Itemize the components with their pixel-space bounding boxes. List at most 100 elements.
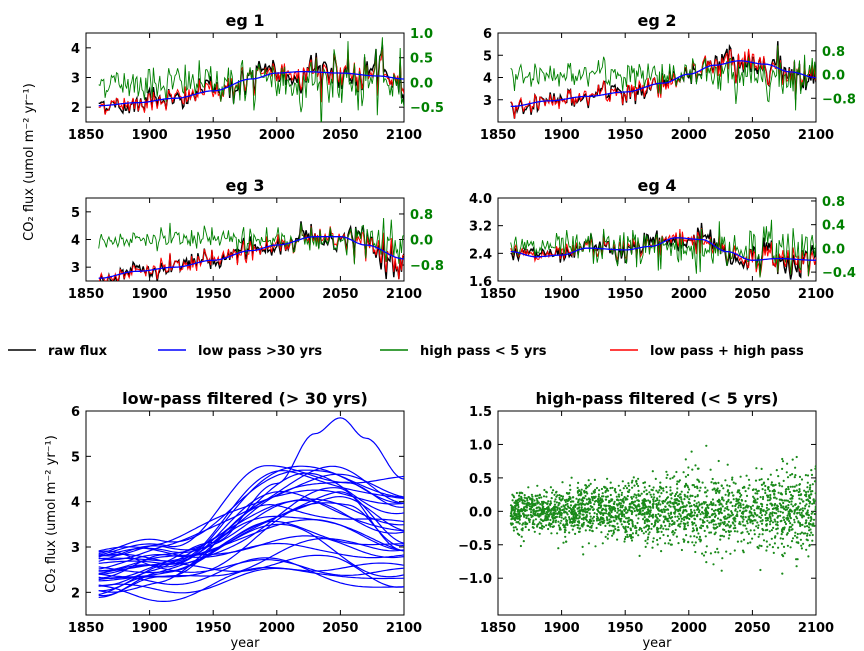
scatter-point [603,512,606,515]
scatter-point [643,486,646,489]
scatter-point [756,545,759,549]
scatter-point [797,520,800,523]
scatter-point [698,489,701,492]
scatter-point [764,517,767,520]
scatter-point [620,523,623,526]
scatter-point [518,522,521,525]
scatter-point [788,528,791,531]
scatter-point [541,524,544,527]
scatter-point [706,503,709,507]
scatter-point [805,519,808,522]
scatter-point [676,491,679,494]
scatter-point [722,528,725,531]
scatter-point [619,498,622,501]
scatter-point [529,513,532,517]
scatter-point [569,496,572,499]
scatter-point [645,511,648,514]
scatter-point [764,491,767,495]
scatter-point [693,522,696,525]
scatter-point [528,508,531,511]
scatter-point [764,484,767,488]
scatter-point [635,529,638,533]
scatter-point [694,524,698,527]
x-axis-label: year [230,636,260,651]
scatter-point [811,502,814,505]
scatter-point [524,508,527,511]
scatter-point [751,537,754,540]
scatter-point [724,530,728,533]
x-tick-label: 1950 [195,621,231,636]
scatter-point [779,537,782,540]
scatter-point [635,479,638,482]
scatter-point [528,520,531,524]
scatter-point [595,519,599,522]
scatter-point [780,533,783,536]
x-tick-label: 1900 [132,287,168,302]
scatter-point [667,528,670,531]
scatter-point [613,500,616,503]
scatter-point [575,517,578,520]
scatter-point [748,518,751,521]
scatter-point [690,450,693,453]
scatter-point [537,515,540,518]
panel-4: 1850 1900 1950 2000 2050 2100 1.6 2.4 3.2 4.0 0.8 0… [469,176,856,302]
scatter-point [688,498,691,501]
plot-area [98,37,404,122]
scatter-point [587,521,591,524]
scatter-point [773,492,776,495]
scatter-point [653,496,656,499]
scatter-point [515,491,519,495]
scatter-point [557,504,560,507]
scatter-point [806,486,809,489]
scatter-point [656,520,660,524]
scatter-point [807,499,810,503]
scatter-point [650,495,653,499]
scatter-point [635,514,638,517]
scatter-point [711,477,714,481]
scatter-point [781,511,785,514]
scatter-point [600,504,603,507]
scatter-point [563,510,566,513]
scatter-point [721,534,724,537]
scatter-point [646,492,649,496]
scatter-point [613,507,616,510]
y-axis-label-bottom: CO₂ flux (umol m⁻² yr⁻¹) [44,435,59,593]
y-tick-label: 2 [71,586,80,601]
scatter-point [812,518,816,521]
scatter-point [789,497,792,500]
scatter-point [762,495,765,499]
scatter-point [779,514,782,517]
scatter-point [541,527,544,530]
scatter-point [666,534,670,538]
scatter-point [571,496,575,499]
scatter-point [632,476,635,479]
scatter-point [797,505,800,508]
scatter-point [545,519,548,522]
scatter-point [666,519,669,523]
scatter-point [747,487,750,490]
scatter-point [786,532,789,535]
scatter-point [605,504,608,507]
scatter-point [647,509,650,512]
scatter-point [690,510,693,514]
scatter-point [656,526,659,529]
scatter-point [588,484,591,487]
scatter-point [795,507,798,510]
scatter-point [643,481,647,484]
x-tick-label: 2050 [734,287,770,302]
scatter-point [516,515,519,518]
scatter-point [559,528,562,531]
scatter-point [652,500,655,503]
scatter-point [648,520,651,523]
scatter-point [704,512,707,515]
scatter-point [789,474,792,477]
scatter-point [808,534,811,537]
y-tick-label: 2.4 [469,247,492,262]
low-pass-series [98,498,404,587]
scatter-point [633,484,636,487]
scatter-point [799,523,802,527]
scatter-point [597,503,601,507]
scatter-point [658,514,662,518]
scatter-point [520,535,523,538]
scatter-point [570,524,573,527]
